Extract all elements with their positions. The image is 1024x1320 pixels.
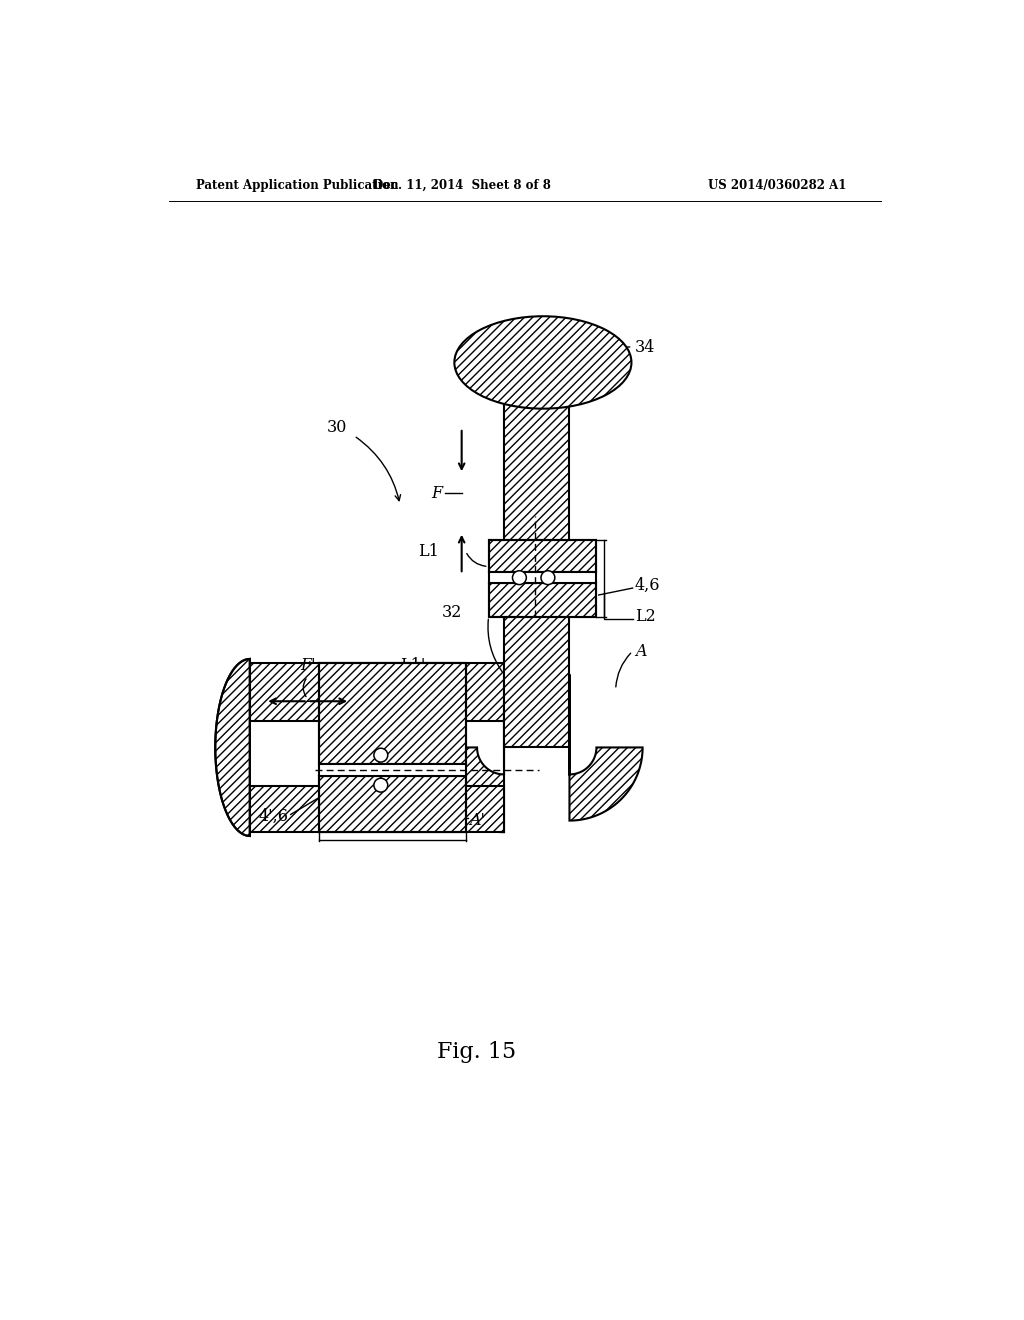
Text: Patent Application Publication: Patent Application Publication: [196, 178, 398, 191]
Text: L1': L1': [400, 657, 425, 675]
Text: 4,6: 4,6: [635, 577, 660, 594]
Circle shape: [374, 748, 388, 762]
Ellipse shape: [455, 317, 632, 409]
Text: US 2014/0360282 A1: US 2014/0360282 A1: [708, 178, 847, 191]
Text: F: F: [431, 484, 442, 502]
Polygon shape: [319, 776, 466, 832]
Circle shape: [541, 570, 555, 585]
Text: 30: 30: [327, 420, 347, 437]
Circle shape: [374, 779, 388, 792]
Bar: [319, 764, 466, 776]
Polygon shape: [419, 663, 504, 832]
Polygon shape: [488, 540, 596, 572]
Polygon shape: [250, 663, 504, 721]
Polygon shape: [504, 401, 569, 747]
Text: F': F': [300, 657, 315, 675]
Polygon shape: [319, 663, 466, 764]
Polygon shape: [250, 785, 504, 832]
Text: Dec. 11, 2014  Sheet 8 of 8: Dec. 11, 2014 Sheet 8 of 8: [373, 178, 551, 191]
Text: L1: L1: [418, 543, 438, 560]
Bar: [250, 721, 504, 785]
Bar: [488, 572, 596, 583]
Text: 34: 34: [635, 338, 655, 355]
Text: Fig. 15: Fig. 15: [437, 1040, 517, 1063]
Text: L2: L2: [635, 609, 655, 626]
Text: 4',6: 4',6: [258, 808, 289, 825]
Text: L2': L2': [377, 812, 402, 829]
Polygon shape: [569, 675, 643, 821]
Polygon shape: [215, 659, 250, 836]
Bar: [319, 663, 466, 832]
Bar: [488, 540, 596, 616]
Polygon shape: [488, 583, 596, 616]
Text: A: A: [635, 643, 646, 660]
Text: 32: 32: [441, 605, 462, 622]
Circle shape: [512, 570, 526, 585]
Text: A': A': [469, 812, 485, 829]
